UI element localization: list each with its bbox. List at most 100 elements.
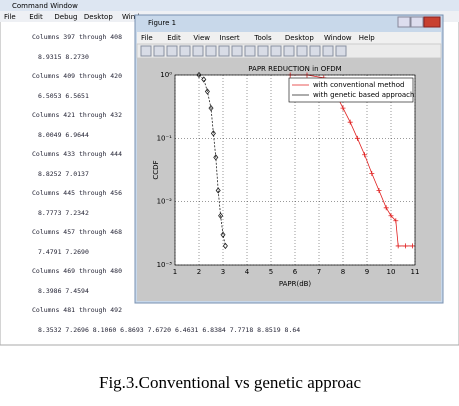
marker <box>393 218 399 224</box>
fig-menu-item[interactable]: Insert <box>220 34 240 42</box>
fig-menu-item[interactable]: Help <box>359 34 376 42</box>
marker <box>215 187 221 194</box>
marker <box>383 205 389 211</box>
tool-button[interactable] <box>218 45 230 57</box>
marker <box>340 105 346 111</box>
x-tick-label: 11 <box>411 268 420 276</box>
marker <box>376 188 382 194</box>
cw-values: 8.0049 6.9644 <box>38 131 89 139</box>
cw-titlebar <box>0 0 459 11</box>
marker <box>369 170 375 176</box>
tool-button[interactable] <box>231 45 243 57</box>
x-axis-label: PAPR(dB) <box>279 280 312 288</box>
cw-values: 8.3532 7.2696 8.1060 6.8693 7.6720 6.463… <box>38 326 300 334</box>
cw-header: Columns 397 through 408 <box>32 33 122 41</box>
tool-button[interactable] <box>283 45 295 57</box>
legend-label: with conventional method <box>313 81 404 89</box>
cw-header: Columns 457 through 468 <box>32 228 122 236</box>
x-tick-label: 5 <box>269 268 273 276</box>
tool-button[interactable] <box>153 45 165 57</box>
tool-button[interactable] <box>244 45 256 57</box>
cw-header: Columns 469 through 480 <box>32 267 122 275</box>
tool-button[interactable] <box>322 45 334 57</box>
tool-button[interactable] <box>309 45 321 57</box>
tool-button[interactable] <box>179 45 191 57</box>
tool-button[interactable] <box>166 45 178 57</box>
fig-title: Figure 1 <box>148 19 176 27</box>
marker <box>201 76 207 83</box>
fig-menu-item[interactable]: Edit <box>167 34 181 42</box>
cw-values: 8.9315 8.2730 <box>38 53 89 61</box>
cw-values: 7.4791 7.2690 <box>38 248 89 256</box>
tool-button[interactable] <box>335 45 347 57</box>
cw-menu-item[interactable]: File <box>4 13 16 21</box>
series-line <box>198 74 226 247</box>
cw-menu-item[interactable]: Desktop <box>84 13 113 21</box>
marker <box>208 104 214 112</box>
x-tick-label: 9 <box>365 268 369 276</box>
axes <box>175 75 415 265</box>
marker <box>204 88 210 95</box>
x-tick-label: 8 <box>341 268 345 276</box>
fig-menu-item[interactable]: Desktop <box>285 34 314 42</box>
cw-menu-item[interactable]: Windo <box>122 13 144 21</box>
marker <box>347 119 353 125</box>
cw-header: Columns 433 through 444 <box>32 150 122 158</box>
marker <box>362 152 368 158</box>
tool-button[interactable] <box>140 45 152 57</box>
marker <box>196 71 202 79</box>
caption: Fig.3.Conventional vs genetic approac <box>99 373 361 392</box>
marker <box>222 242 228 250</box>
axes-frame <box>174 74 416 266</box>
y-tick-label: 10⁰ <box>160 71 172 79</box>
tool-button[interactable] <box>270 45 282 57</box>
x-tick-label: 7 <box>317 268 321 276</box>
marker <box>220 231 226 238</box>
tool-button[interactable] <box>205 45 217 57</box>
x-tick-label: 6 <box>293 268 298 276</box>
cw-header: Columns 445 through 456 <box>32 189 122 197</box>
legend-label: with genetic based approach <box>313 91 414 99</box>
marker <box>210 130 216 137</box>
minimize-btn[interactable] <box>397 16 411 28</box>
marker <box>410 243 416 249</box>
cw-title: Command Window <box>12 2 78 10</box>
y-tick-label: 10⁻² <box>157 198 173 206</box>
legend-box <box>288 77 414 103</box>
x-tick-label: 10 <box>387 268 396 276</box>
tool-button[interactable] <box>257 45 269 57</box>
chart-title: PAPR REDUCTION in OFDM <box>248 65 341 73</box>
marker <box>402 243 408 249</box>
fig-menubar <box>137 32 441 44</box>
fig-menu-item[interactable]: Tools <box>253 34 272 42</box>
marker <box>218 212 224 219</box>
cw-header: Columns 481 through 492 <box>32 306 122 314</box>
fig-menu-item[interactable]: File <box>141 34 153 42</box>
y-tick-label: 10⁻¹ <box>157 134 173 142</box>
cw-values: 8.8252 7.0137 <box>38 170 89 178</box>
marker <box>395 243 401 249</box>
y-axis-label: CCDF <box>152 160 160 179</box>
tool-button[interactable] <box>192 45 204 57</box>
x-tick-label: 3 <box>221 268 225 276</box>
cw-menu-item[interactable]: Edit <box>29 13 43 21</box>
maximize-btn[interactable] <box>410 16 424 28</box>
cw-header: Columns 409 through 420 <box>32 72 122 80</box>
close-btn[interactable] <box>423 16 441 28</box>
fig-menu-item[interactable]: Window <box>324 34 352 42</box>
x-tick-label: 1 <box>173 268 177 276</box>
tool-button[interactable] <box>296 45 308 57</box>
fig-menu-item[interactable]: View <box>193 34 210 42</box>
cw-menu-item[interactable]: Debug <box>54 13 77 21</box>
cw-values: 6.5053 6.5651 <box>38 92 89 100</box>
marker <box>354 135 360 141</box>
marker <box>213 154 219 161</box>
x-tick-label: 4 <box>245 268 250 276</box>
y-tick-label: 10⁻³ <box>157 261 173 269</box>
cw-header: Columns 421 through 432 <box>32 111 122 119</box>
marker <box>388 213 394 219</box>
cw-values: 8.3986 7.4594 <box>38 287 89 295</box>
x-tick-label: 2 <box>197 268 201 276</box>
cw-values: 8.7773 7.2342 <box>38 209 89 217</box>
